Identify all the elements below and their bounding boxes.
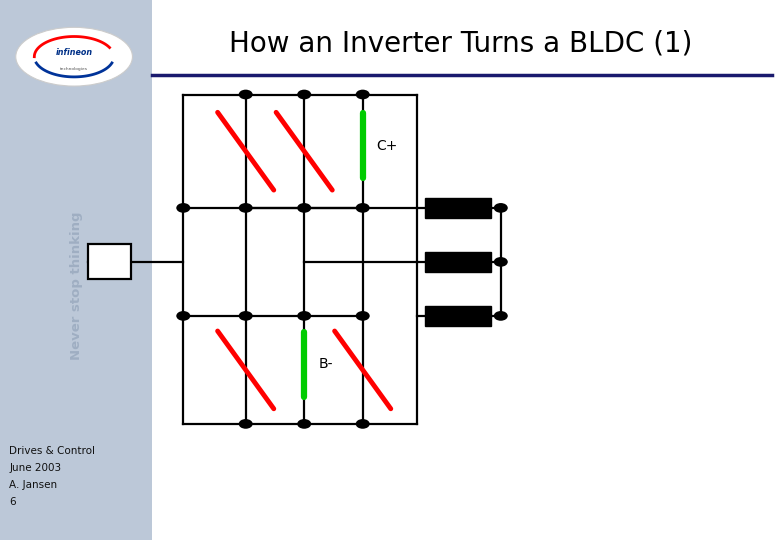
Text: C+: C+ — [377, 139, 398, 153]
Text: infineon: infineon — [55, 48, 93, 57]
Circle shape — [356, 419, 370, 429]
Circle shape — [356, 311, 370, 321]
Text: Drives & Control: Drives & Control — [9, 446, 95, 456]
Bar — [425, 252, 491, 272]
Circle shape — [494, 311, 508, 321]
Circle shape — [239, 311, 253, 321]
Circle shape — [176, 311, 190, 321]
Circle shape — [494, 203, 508, 213]
Circle shape — [297, 311, 311, 321]
Circle shape — [356, 90, 370, 99]
Text: 6: 6 — [9, 497, 16, 508]
Text: June 2003: June 2003 — [9, 463, 62, 473]
Circle shape — [297, 90, 311, 99]
Circle shape — [239, 203, 253, 213]
Circle shape — [239, 419, 253, 429]
Bar — [425, 306, 491, 326]
Circle shape — [297, 203, 311, 213]
Text: Never stop thinking: Never stop thinking — [69, 212, 83, 361]
Bar — [425, 198, 491, 218]
Text: How an Inverter Turns a BLDC (1): How an Inverter Turns a BLDC (1) — [229, 29, 692, 57]
Ellipse shape — [16, 28, 133, 86]
Circle shape — [494, 257, 508, 267]
Circle shape — [239, 90, 253, 99]
Text: B-: B- — [318, 357, 333, 372]
Text: A. Jansen: A. Jansen — [9, 480, 58, 490]
Circle shape — [176, 203, 190, 213]
Circle shape — [356, 203, 370, 213]
Bar — [0, 0, 152, 540]
Circle shape — [297, 419, 311, 429]
Bar — [87, 244, 130, 280]
Text: technologies: technologies — [60, 66, 88, 71]
